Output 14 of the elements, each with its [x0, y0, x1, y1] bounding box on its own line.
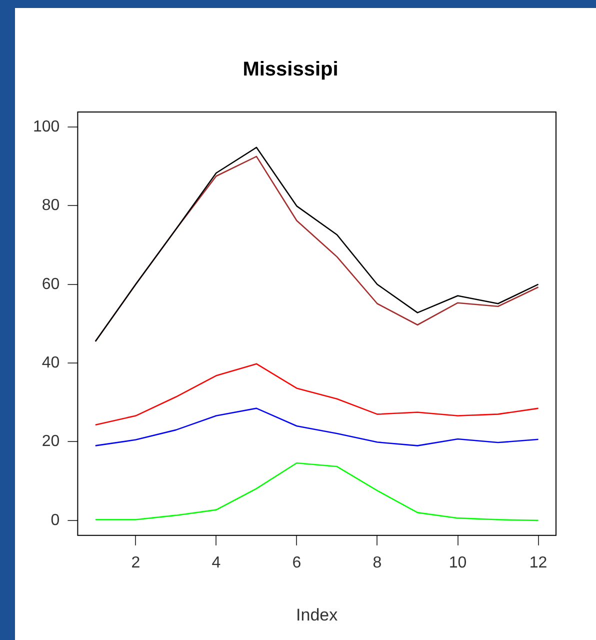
y-tick-label: 0 [50, 512, 60, 529]
y-tick-label: 80 [42, 197, 60, 214]
x-tick-label: 2 [131, 554, 140, 572]
y-tick-label: 20 [42, 433, 60, 450]
x-tick-label: 10 [448, 554, 467, 572]
x-tick-label: 6 [292, 554, 302, 572]
y-tick-label: 40 [42, 354, 60, 372]
y-tick-label: 60 [42, 276, 60, 293]
x-tick-label: 12 [529, 554, 548, 572]
x-tick-label: 8 [372, 554, 382, 572]
y-tick-label: 100 [32, 118, 60, 136]
x-axis-title: Index [296, 605, 338, 624]
chart-title: Mississipi [242, 58, 338, 81]
x-tick-label: 4 [212, 554, 221, 572]
